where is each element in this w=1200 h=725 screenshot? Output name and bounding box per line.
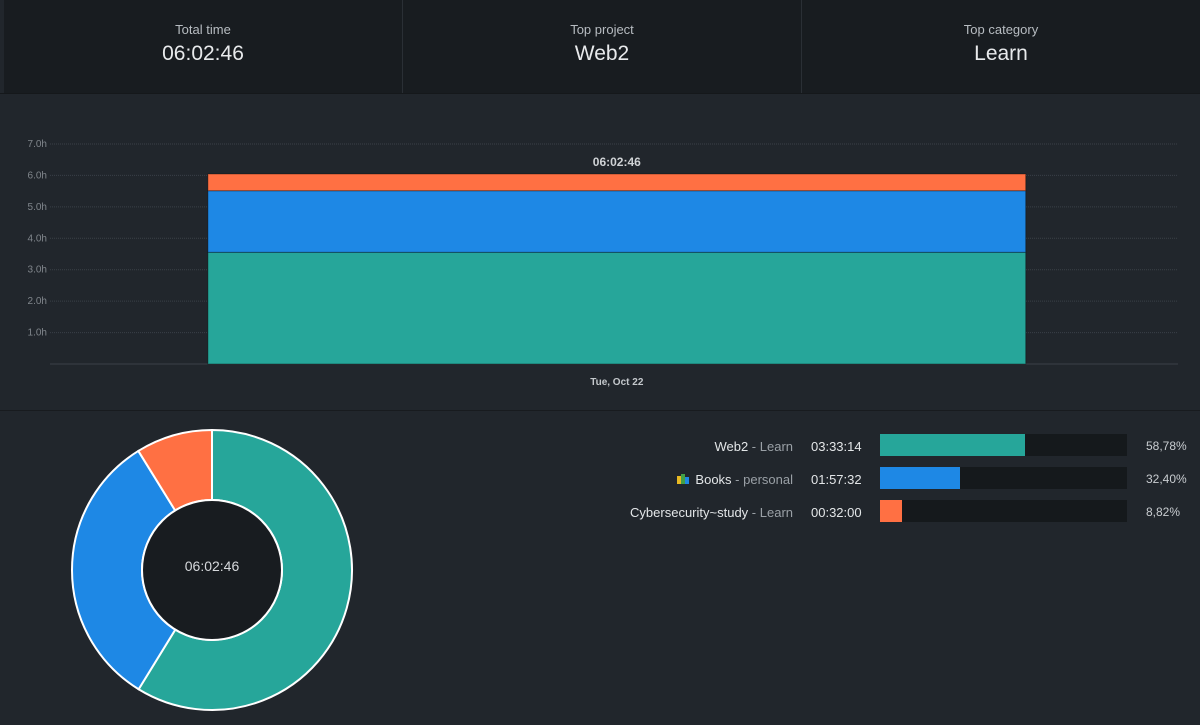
total-time-value: 06:02:46 <box>162 42 244 65</box>
top-project-card: Top project Web2 <box>403 0 802 93</box>
top-project-value: Web2 <box>574 42 630 65</box>
x-tick-label: Tue, Oct 22 <box>590 377 644 388</box>
donut-chart <box>71 428 353 711</box>
project-time: 01:57:32 <box>811 472 862 487</box>
progress-track <box>880 467 1127 489</box>
separator: - <box>731 472 744 487</box>
summary-bar: Total time 06:02:46 Top project Web2 Top… <box>0 0 1200 94</box>
bar-segment <box>207 190 1027 253</box>
top-category-value: Learn <box>974 42 1028 65</box>
progress-fill <box>880 500 902 522</box>
breakdown-row-books[interactable]: Books - personal 01:57:32 32,40% <box>560 466 1200 499</box>
bar-segment <box>207 173 1027 192</box>
daily-bar-chart-panel: 7.0h 6.0h 5.0h 4.0h 3.0h 2.0h 1.0h 06:02:46 Tue,… <box>0 94 1200 411</box>
top-category-card: Top category Learn <box>802 0 1200 93</box>
donut-center-label: 06:02:46 <box>184 558 240 574</box>
total-time-card: Total time 06:02:46 <box>0 0 403 93</box>
project-percent: 58,78% <box>1146 439 1187 453</box>
y-tick-label: 6.0h <box>28 170 47 181</box>
progress-fill <box>880 434 1026 456</box>
top-category-label: Top category <box>963 22 1039 37</box>
y-tick-label: 7.0h <box>28 139 47 150</box>
donut-chart-panel: 06:02:46 <box>62 420 362 720</box>
y-tick-label: 2.0h <box>28 296 47 307</box>
separator: - <box>748 505 760 520</box>
y-tick-label: 5.0h <box>28 202 47 213</box>
bar-total-label: 06:02:46 <box>593 155 641 169</box>
breakdown-row-web2[interactable]: Web2 - Learn 03:33:14 58,78% <box>560 433 1200 466</box>
project-time: 00:32:00 <box>811 505 862 520</box>
y-tick-label: 3.0h <box>28 265 47 276</box>
project-name: Web2 <box>714 439 749 454</box>
progress-track <box>880 434 1127 456</box>
project-category-label: Web2 - Learn <box>714 439 793 454</box>
separator: - <box>748 439 760 454</box>
category-name: personal <box>743 472 793 487</box>
total-time-label: Total time <box>175 22 231 37</box>
top-project-label: Top project <box>570 22 634 37</box>
project-time: 03:33:14 <box>811 439 862 454</box>
project-category-label: Cybersecurity~study - Learn <box>630 505 793 520</box>
project-name: Cybersecurity~study <box>630 505 749 520</box>
category-name: Learn <box>759 505 793 520</box>
project-breakdown-list: Web2 - Learn 03:33:14 58,78% Books - per… <box>560 433 1200 532</box>
breakdown-row-cybersecurity[interactable]: Cybersecurity~study - Learn 00:32:00 8,8… <box>560 499 1200 532</box>
y-tick-label: 4.0h <box>28 233 47 244</box>
project-name: Books <box>695 472 732 487</box>
category-name: Learn <box>759 439 793 454</box>
y-tick-label: 1.0h <box>28 328 47 339</box>
progress-fill <box>880 467 961 489</box>
daily-bar-chart: 7.0h 6.0h 5.0h 4.0h 3.0h 2.0h 1.0h 06:02:46 Tue,… <box>28 139 1178 388</box>
books-icon <box>677 474 690 485</box>
donut-hole <box>141 499 283 641</box>
bar-segment <box>207 251 1027 365</box>
project-percent: 8,82% <box>1146 505 1181 519</box>
project-category-label: Books - personal <box>677 472 793 487</box>
progress-track <box>880 500 1127 522</box>
project-percent: 32,40% <box>1146 472 1187 486</box>
